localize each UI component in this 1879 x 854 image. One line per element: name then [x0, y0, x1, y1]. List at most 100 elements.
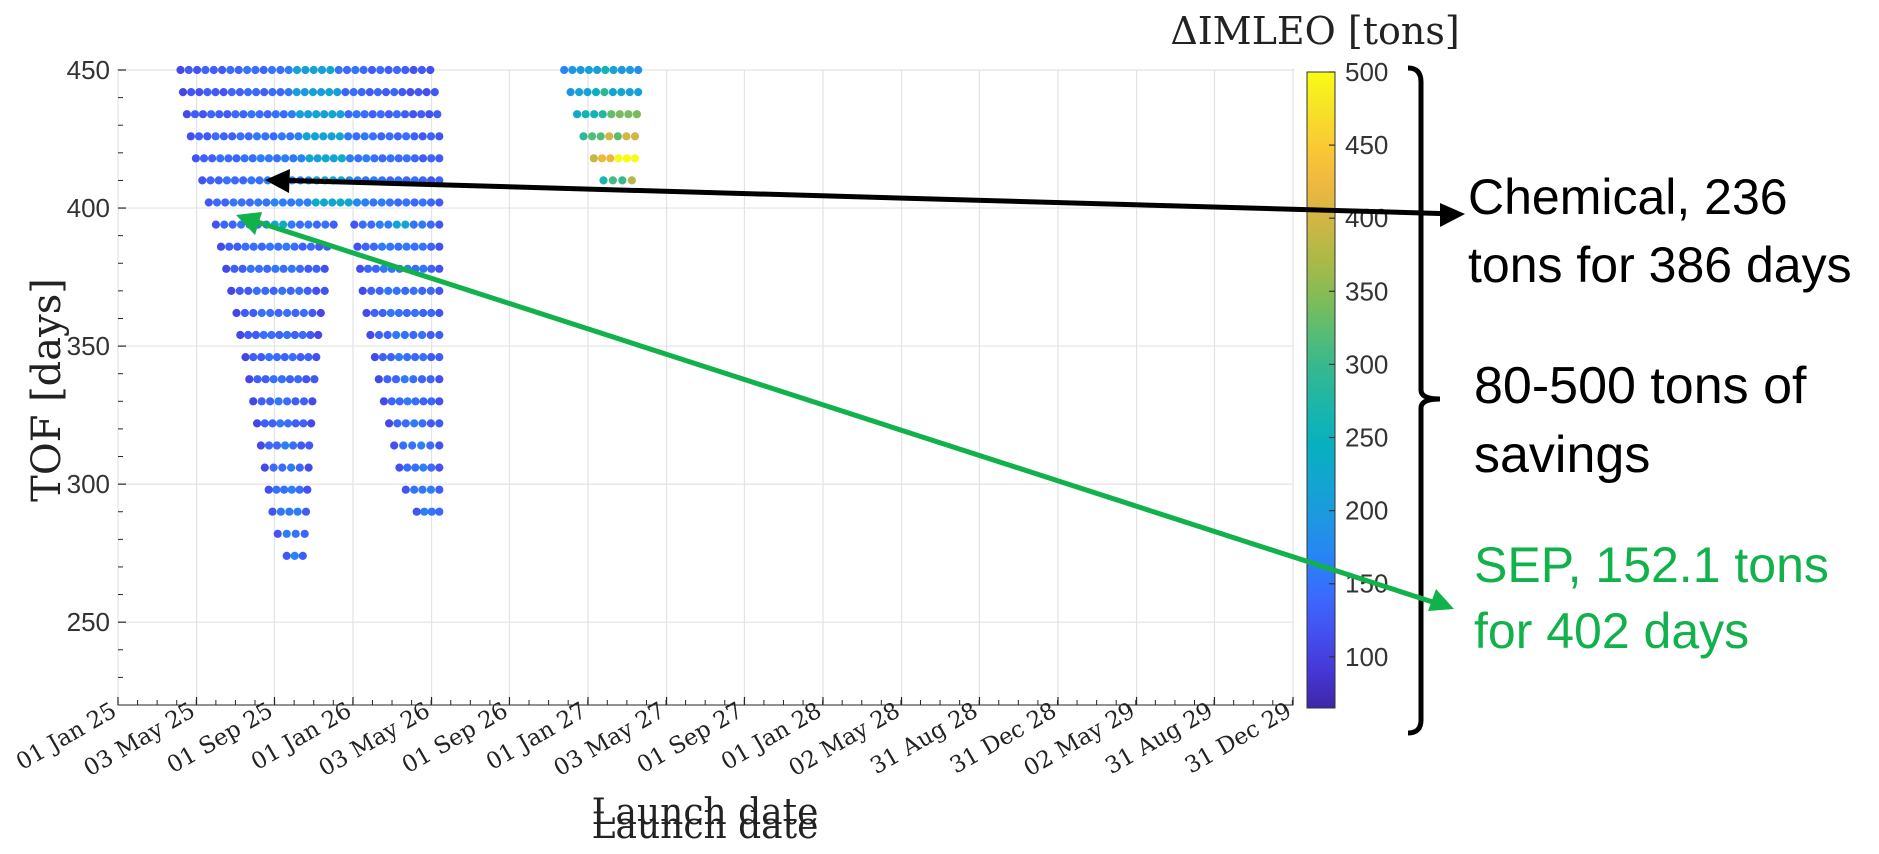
data-point [368, 132, 378, 141]
data-point [295, 198, 304, 207]
data-point [297, 441, 306, 450]
data-point [329, 220, 338, 229]
data-point [244, 286, 253, 295]
data-point [435, 463, 444, 472]
data-point [385, 419, 394, 428]
data-point [286, 132, 295, 141]
data-point [375, 220, 384, 229]
data-point [327, 132, 336, 141]
x-axis-label: Launch date [592, 792, 819, 833]
data-point [294, 375, 303, 384]
data-point [381, 88, 391, 97]
data-point [269, 286, 278, 295]
data-point [390, 88, 399, 97]
data-point [201, 65, 210, 75]
data-point [309, 65, 318, 75]
data-point [618, 176, 627, 185]
data-point [392, 110, 401, 119]
data-point [271, 264, 280, 273]
data-point [341, 88, 350, 97]
data-point [410, 242, 419, 251]
data-point [435, 353, 444, 362]
data-point [344, 132, 353, 141]
data-point [269, 132, 278, 141]
data-point [301, 507, 311, 516]
data-point [417, 375, 427, 384]
data-point [247, 110, 256, 119]
data-point [190, 110, 200, 119]
data-point [228, 132, 237, 141]
data-point [317, 88, 326, 97]
data-point [219, 132, 228, 141]
data-point [430, 88, 439, 97]
data-point [254, 264, 264, 273]
data-point [232, 154, 241, 163]
data-point [283, 330, 292, 340]
data-point [352, 198, 362, 207]
data-point [575, 88, 584, 97]
data-point [386, 353, 396, 362]
data-point [267, 65, 277, 75]
data-point [386, 242, 395, 251]
data-point [601, 65, 610, 75]
data-point [593, 65, 602, 75]
data-point [384, 286, 393, 295]
data-point [369, 198, 378, 207]
data-point [403, 463, 412, 472]
data-point [264, 485, 273, 494]
data-point [312, 110, 321, 119]
data-point [234, 65, 243, 75]
data-point [321, 220, 330, 229]
data-point [394, 154, 403, 163]
data-point [392, 65, 402, 75]
data-point [386, 308, 395, 318]
data-point [287, 220, 296, 229]
data-point [291, 419, 300, 428]
data-point [360, 110, 369, 119]
data-point [384, 220, 393, 229]
data-point [292, 65, 302, 75]
data-point [227, 286, 236, 295]
data-point [418, 286, 427, 295]
data-point [400, 330, 409, 340]
sep-label-line1: SEP, 152.1 tons [1474, 537, 1829, 593]
data-point [294, 132, 303, 141]
data-point [253, 419, 262, 428]
data-point [369, 242, 378, 251]
data-point [384, 110, 393, 119]
data-point [284, 88, 293, 97]
data-point [230, 264, 239, 273]
savings-label-line2: savings [1474, 426, 1650, 484]
data-point [426, 198, 436, 207]
data-point [576, 65, 585, 75]
data-point [394, 198, 403, 207]
data-point [304, 463, 313, 472]
data-point [349, 88, 358, 97]
data-point [231, 110, 240, 119]
data-point [406, 88, 415, 97]
data-point [187, 88, 196, 97]
data-point [613, 132, 622, 141]
data-point [228, 220, 237, 229]
data-point [361, 198, 370, 207]
data-point [261, 286, 270, 295]
data-point [414, 88, 423, 97]
data-point [409, 65, 418, 75]
data-point [581, 110, 590, 119]
data-point [211, 88, 220, 97]
data-point [410, 132, 419, 141]
y-tick-label: 300 [67, 469, 110, 499]
data-point [203, 132, 212, 141]
data-point [281, 154, 290, 163]
y-tick-label: 400 [67, 193, 110, 223]
data-point [260, 463, 269, 472]
data-point [624, 110, 633, 119]
data-point [276, 419, 285, 428]
data-point [402, 198, 411, 207]
data-point [391, 375, 401, 384]
data-point [326, 65, 335, 75]
data-point [293, 507, 302, 516]
data-point [335, 132, 344, 141]
data-point [283, 419, 293, 428]
